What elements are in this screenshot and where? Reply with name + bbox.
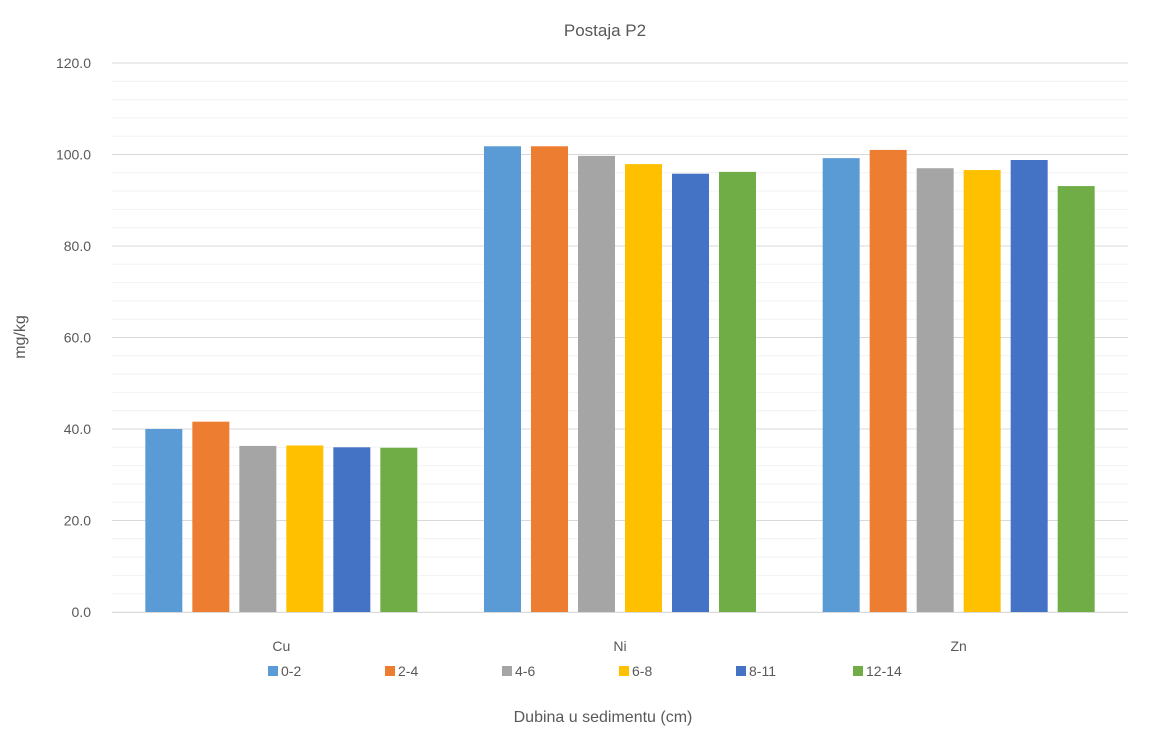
legend-item: 4-6 — [502, 663, 535, 679]
y-tick-label: 20.0 — [64, 513, 91, 529]
legend-swatch — [736, 666, 746, 676]
bar-Cu-0-2 — [145, 429, 183, 612]
bar-Zn-8-11 — [1010, 159, 1048, 613]
y-tick-label: 40.0 — [64, 421, 91, 437]
y-tick-label: 0.0 — [72, 604, 92, 620]
x-axis-title: Dubina u sedimentu (cm) — [514, 709, 693, 726]
bar-Zn-2-4 — [869, 149, 907, 613]
bar-Cu-4-6 — [239, 445, 277, 612]
chart-title: Postaja P2 — [564, 21, 646, 40]
bar-Cu-8-11 — [333, 447, 371, 612]
legend-swatch — [502, 666, 512, 676]
bar-Ni-4-6 — [578, 155, 615, 612]
bar-Cu-2-4 — [192, 421, 230, 612]
y-tick-label: 100.0 — [56, 147, 91, 163]
bar-Ni-2-4 — [531, 146, 568, 612]
y-axis-tick-labels: 0.0 20.0 40.0 60.0 80.0 100.0 120.0 — [56, 55, 91, 620]
legend-swatch — [385, 666, 395, 676]
legend-label: 12-14 — [866, 663, 902, 679]
bar-Zn-4-6 — [916, 168, 954, 612]
y-tick-label: 80.0 — [64, 238, 91, 254]
legend: 0-2 2-4 4-6 6-8 8-11 12-14 — [268, 663, 902, 679]
y-tick-label: 60.0 — [64, 330, 91, 346]
x-category-label: Ni — [613, 638, 626, 654]
legend-label: 0-2 — [281, 663, 301, 679]
bar-Zn-12-14 — [1057, 186, 1095, 612]
legend-item: 6-8 — [619, 663, 652, 679]
bars — [145, 146, 1095, 613]
y-axis-title: mg/kg — [12, 315, 29, 359]
y-tick-label: 120.0 — [56, 55, 91, 71]
bar-Cu-6-8 — [286, 445, 324, 612]
bar-Zn-0-2 — [822, 158, 860, 612]
legend-label: 2-4 — [398, 663, 418, 679]
legend-item: 2-4 — [385, 663, 418, 679]
legend-swatch — [268, 666, 278, 676]
legend-label: 8-11 — [749, 663, 776, 679]
legend-item: 0-2 — [268, 663, 301, 679]
x-category-label: Zn — [950, 638, 966, 654]
bar-Zn-6-8 — [963, 170, 1001, 612]
bar-Ni-0-2 — [484, 146, 521, 612]
legend-swatch — [619, 666, 629, 676]
legend-item: 8-11 — [736, 663, 776, 679]
bar-Ni-8-11 — [672, 173, 709, 612]
legend-item: 12-14 — [853, 663, 902, 679]
x-axis-category-labels: Cu Ni Zn — [272, 638, 966, 654]
legend-label: 6-8 — [632, 663, 652, 679]
major-gridlines — [112, 62, 1128, 521]
x-category-label: Cu — [272, 638, 290, 654]
legend-label: 4-6 — [515, 663, 535, 679]
bar-Cu-12-14 — [380, 447, 418, 612]
bar-Ni-6-8 — [625, 164, 662, 613]
legend-swatch — [853, 666, 863, 676]
bar-Ni-12-14 — [719, 171, 756, 612]
